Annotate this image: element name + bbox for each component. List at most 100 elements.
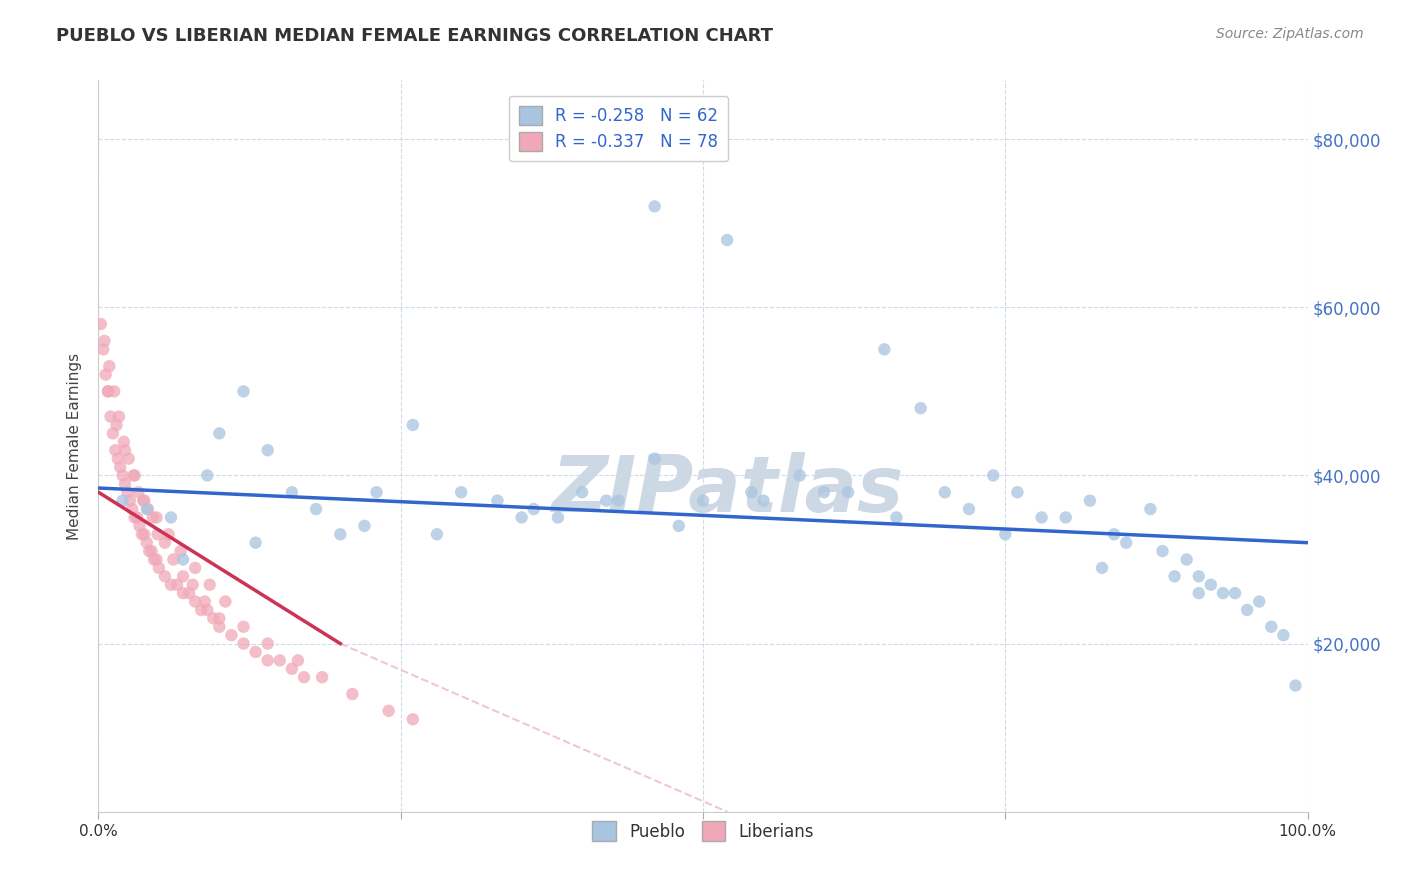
Point — [135, 502, 157, 516]
Point — [789, 468, 811, 483]
Point — [510, 510, 533, 524]
Point — [134, 527, 156, 541]
Point — [644, 451, 666, 466]
Point — [221, 628, 243, 642]
Point — [103, 384, 125, 399]
Point — [107, 451, 129, 466]
Point — [232, 636, 254, 650]
Point — [124, 510, 146, 524]
Point — [366, 485, 388, 500]
Point — [117, 485, 139, 500]
Text: ZIPatlas: ZIPatlas — [551, 452, 903, 528]
Point — [114, 443, 136, 458]
Point — [179, 586, 201, 600]
Point — [353, 519, 375, 533]
Point — [172, 569, 194, 583]
Point — [1102, 527, 1125, 541]
Point — [132, 493, 155, 508]
Point — [232, 620, 254, 634]
Point — [118, 451, 141, 466]
Point — [994, 527, 1017, 541]
Point — [142, 510, 165, 524]
Point — [134, 493, 156, 508]
Point — [202, 611, 225, 625]
Point — [305, 502, 328, 516]
Point — [256, 636, 278, 650]
Point — [181, 578, 204, 592]
Point — [124, 468, 146, 483]
Y-axis label: Median Female Earnings: Median Female Earnings — [67, 352, 83, 540]
Point — [190, 603, 212, 617]
Point — [169, 544, 191, 558]
Point — [873, 343, 896, 357]
Point — [166, 578, 188, 592]
Point — [98, 359, 121, 373]
Point — [1188, 569, 1211, 583]
Point — [105, 417, 128, 432]
Point — [172, 552, 194, 566]
Point — [195, 468, 218, 483]
Point — [153, 535, 176, 549]
Point — [981, 468, 1004, 483]
Point — [160, 578, 183, 592]
Point — [153, 569, 176, 583]
Point — [1284, 679, 1306, 693]
Point — [837, 485, 859, 500]
Point — [128, 519, 150, 533]
Point — [245, 645, 267, 659]
Point — [1236, 603, 1258, 617]
Point — [114, 476, 136, 491]
Point — [813, 485, 835, 500]
Point — [329, 527, 352, 541]
Point — [1152, 544, 1174, 558]
Point — [94, 368, 117, 382]
Point — [426, 527, 449, 541]
Point — [1115, 535, 1137, 549]
Point — [342, 687, 364, 701]
Point — [194, 594, 217, 608]
Point — [146, 527, 169, 541]
Point — [377, 704, 399, 718]
Point — [607, 493, 630, 508]
Point — [111, 468, 134, 483]
Point — [97, 384, 120, 399]
Text: Source: ZipAtlas.com: Source: ZipAtlas.com — [1216, 27, 1364, 41]
Point — [143, 552, 166, 566]
Point — [934, 485, 956, 500]
Legend: Pueblo, Liberians: Pueblo, Liberians — [586, 814, 820, 847]
Point — [1272, 628, 1295, 642]
Point — [287, 653, 309, 667]
Point — [1054, 510, 1077, 524]
Point — [136, 502, 159, 516]
Point — [1260, 620, 1282, 634]
Point — [145, 510, 167, 524]
Point — [148, 561, 170, 575]
Point — [160, 510, 183, 524]
Point — [692, 493, 714, 508]
Point — [138, 544, 160, 558]
Point — [90, 317, 112, 331]
Point — [184, 561, 207, 575]
Point — [208, 426, 231, 441]
Point — [1163, 569, 1185, 583]
Point — [97, 384, 120, 399]
Point — [311, 670, 333, 684]
Point — [547, 510, 569, 524]
Point — [1212, 586, 1234, 600]
Point — [1199, 578, 1222, 592]
Point — [1249, 594, 1271, 608]
Point — [886, 510, 908, 524]
Point — [256, 653, 278, 667]
Point — [644, 199, 666, 213]
Point — [118, 493, 141, 508]
Point — [957, 502, 980, 516]
Point — [292, 670, 315, 684]
Point — [595, 493, 617, 508]
Point — [145, 552, 167, 566]
Point — [108, 460, 131, 475]
Point — [104, 443, 127, 458]
Point — [1139, 502, 1161, 516]
Point — [121, 502, 143, 516]
Point — [1223, 586, 1246, 600]
Point — [131, 527, 153, 541]
